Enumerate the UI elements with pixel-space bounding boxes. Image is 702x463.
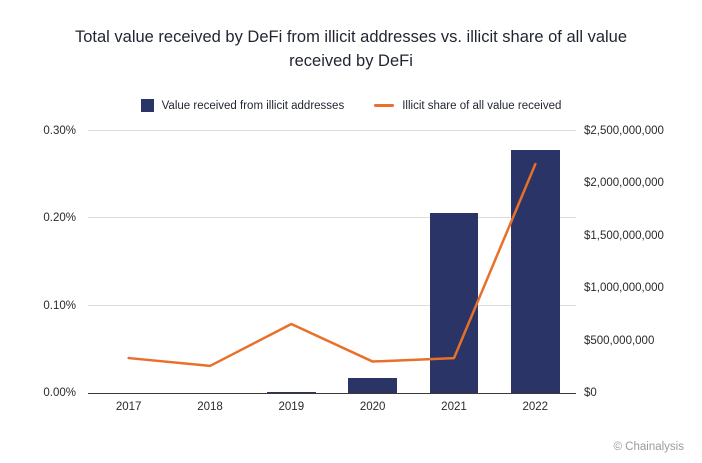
left-axis-tick: 0.20% — [43, 212, 76, 225]
right-axis-tick: $2,500,000,000 — [584, 125, 664, 137]
gridline — [88, 130, 576, 131]
bar — [348, 378, 398, 393]
bar-column — [495, 131, 576, 393]
left-axis-tick: 0.10% — [43, 299, 76, 312]
bar-column — [332, 131, 413, 393]
gridline — [88, 217, 576, 219]
gridline — [88, 304, 576, 306]
legend: Value received from illicit addresses Ill… — [0, 99, 702, 112]
line-path — [127, 162, 537, 368]
legend-label: Value received from illicit addresses — [161, 99, 345, 112]
plot-area — [88, 130, 576, 394]
x-axis: 2017 2018 2019 2020 2021 2022 — [88, 401, 576, 413]
bar-column — [413, 131, 494, 393]
right-axis-tick: $500,000,000 — [584, 334, 655, 347]
legend-line-swatch — [374, 104, 395, 107]
bar — [266, 391, 316, 393]
left-axis-tick: 0.30% — [43, 125, 76, 137]
right-axis-tick: $1,500,000,000 — [584, 229, 664, 242]
legend-item: Illicit share of all value received — [374, 100, 561, 112]
x-tick-label: 2017 — [115, 401, 142, 413]
x-tick-label: 2019 — [278, 401, 305, 413]
x-tick-label: 2018 — [197, 401, 223, 413]
x-tick-label: 2020 — [359, 401, 386, 413]
line-series — [127, 162, 537, 368]
bar — [429, 212, 479, 393]
attribution: © Chainalysis — [613, 441, 684, 453]
chart-title: Total value received by DeFi from illici… — [74, 28, 628, 70]
left-axis: 0.00% 0.10% 0.20% 0.30% — [14, 125, 76, 399]
legend-item: Value received from illicit addresses — [140, 99, 345, 112]
bar-series — [88, 131, 576, 393]
right-axis-tick: $2,000,000,000 — [584, 177, 664, 190]
x-tick-label: 2022 — [522, 401, 549, 413]
left-axis-tick: 0.00% — [43, 387, 76, 399]
x-tick-label: 2021 — [441, 401, 467, 413]
legend-label: Illicit share of all value received — [402, 99, 562, 112]
legend-bar-swatch — [140, 99, 154, 112]
right-axis: $0 $500,000,000 $1,000,000,000 $1,500,000,0… — [584, 125, 698, 399]
right-axis-tick: $1,000,000,000 — [584, 282, 664, 295]
bar-column — [251, 131, 332, 393]
right-axis-tick: $0 — [584, 387, 597, 399]
bar — [510, 149, 560, 393]
